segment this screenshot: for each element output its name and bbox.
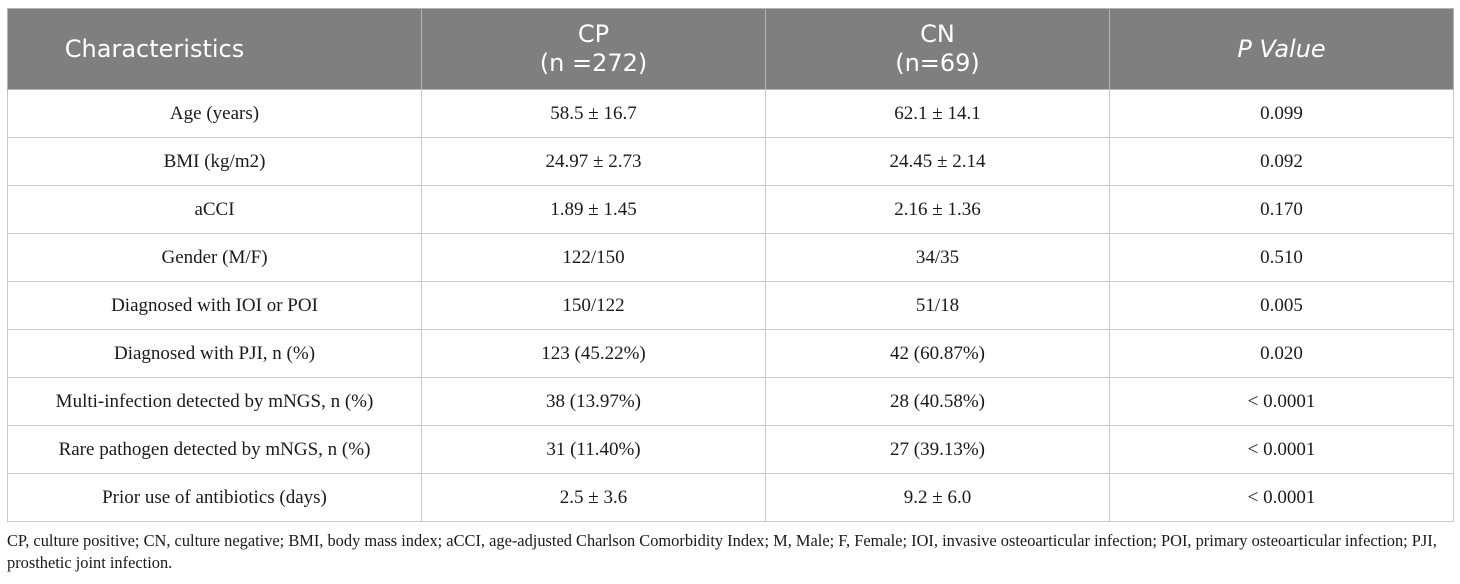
row-characteristic: Multi-infection detected by mNGS, n (%) — [7, 377, 422, 426]
table-row: aCCI 1.89 ± 1.45 2.16 ± 1.36 0.170 — [7, 185, 1454, 234]
header-cn-count: (n=69) — [895, 49, 980, 77]
row-cp-value: 24.97 ± 2.73 — [421, 137, 766, 186]
row-cn-value: 9.2 ± 6.0 — [765, 473, 1110, 522]
row-characteristic: BMI (kg/m2) — [7, 137, 422, 186]
table-row: Gender (M/F) 122/150 34/35 0.510 — [7, 233, 1454, 282]
header-p-value-label: P Value — [1237, 34, 1326, 63]
row-cn-value: 2.16 ± 1.36 — [765, 185, 1110, 234]
row-p-value: 0.170 — [1109, 185, 1454, 234]
table-row: BMI (kg/m2) 24.97 ± 2.73 24.45 ± 2.14 0.… — [7, 137, 1454, 186]
row-p-value: 0.510 — [1109, 233, 1454, 282]
header-cp: CP (n =272) — [421, 8, 766, 90]
row-cn-value: 51/18 — [765, 281, 1110, 330]
row-cp-value: 122/150 — [421, 233, 766, 282]
row-p-value: 0.092 — [1109, 137, 1454, 186]
row-cn-value: 27 (39.13%) — [765, 425, 1110, 474]
row-p-value: 0.005 — [1109, 281, 1454, 330]
table-row: Multi-infection detected by mNGS, n (%) … — [7, 377, 1454, 426]
row-characteristic: Gender (M/F) — [7, 233, 422, 282]
row-cn-value: 62.1 ± 14.1 — [765, 89, 1110, 138]
header-row: Characteristics CP (n =272) CN (n=69) P … — [7, 8, 1454, 90]
row-cn-value: 28 (40.58%) — [765, 377, 1110, 426]
row-cp-value: 31 (11.40%) — [421, 425, 766, 474]
row-cp-value: 1.89 ± 1.45 — [421, 185, 766, 234]
row-cn-value: 34/35 — [765, 233, 1110, 282]
table-row: Age (years) 58.5 ± 16.7 62.1 ± 14.1 0.09… — [7, 89, 1454, 138]
characteristics-table: Characteristics CP (n =272) CN (n=69) P … — [7, 8, 1454, 522]
table-row: Rare pathogen detected by mNGS, n (%) 31… — [7, 425, 1454, 474]
table-row: Diagnosed with IOI or POI 150/122 51/18 … — [7, 281, 1454, 330]
row-characteristic: aCCI — [7, 185, 422, 234]
row-characteristic: Diagnosed with PJI, n (%) — [7, 329, 422, 378]
table-row: Diagnosed with PJI, n (%) 123 (45.22%) 4… — [7, 329, 1454, 378]
table-header: Characteristics CP (n =272) CN (n=69) P … — [7, 8, 1454, 90]
row-p-value: < 0.0001 — [1109, 425, 1454, 474]
row-cn-value: 42 (60.87%) — [765, 329, 1110, 378]
row-characteristic: Age (years) — [7, 89, 422, 138]
row-p-value: < 0.0001 — [1109, 377, 1454, 426]
header-cp-label: CP — [577, 20, 610, 48]
row-cp-value: 123 (45.22%) — [421, 329, 766, 378]
row-cp-value: 150/122 — [421, 281, 766, 330]
table-body: Age (years) 58.5 ± 16.7 62.1 ± 14.1 0.09… — [7, 89, 1454, 522]
row-characteristic: Prior use of antibiotics (days) — [7, 473, 422, 522]
table-row: Prior use of antibiotics (days) 2.5 ± 3.… — [7, 473, 1454, 522]
table-footnote: CP, culture positive; CN, culture negati… — [7, 531, 1437, 572]
row-p-value: 0.020 — [1109, 329, 1454, 378]
row-characteristic: Diagnosed with IOI or POI — [7, 281, 422, 330]
header-characteristics-label: Characteristics — [64, 34, 245, 63]
row-characteristic: Rare pathogen detected by mNGS, n (%) — [7, 425, 422, 474]
row-cp-value: 2.5 ± 3.6 — [421, 473, 766, 522]
row-cn-value: 24.45 ± 2.14 — [765, 137, 1110, 186]
header-p-value: P Value — [1109, 8, 1454, 90]
characteristics-table-container: Characteristics CP (n =272) CN (n=69) P … — [7, 8, 1454, 522]
row-cp-value: 38 (13.97%) — [421, 377, 766, 426]
header-cn-label: CN — [920, 20, 955, 48]
row-p-value: < 0.0001 — [1109, 473, 1454, 522]
header-cn: CN (n=69) — [765, 8, 1110, 90]
header-characteristics: Characteristics — [7, 8, 422, 90]
header-cp-count: (n =272) — [539, 49, 648, 77]
row-cp-value: 58.5 ± 16.7 — [421, 89, 766, 138]
row-p-value: 0.099 — [1109, 89, 1454, 138]
